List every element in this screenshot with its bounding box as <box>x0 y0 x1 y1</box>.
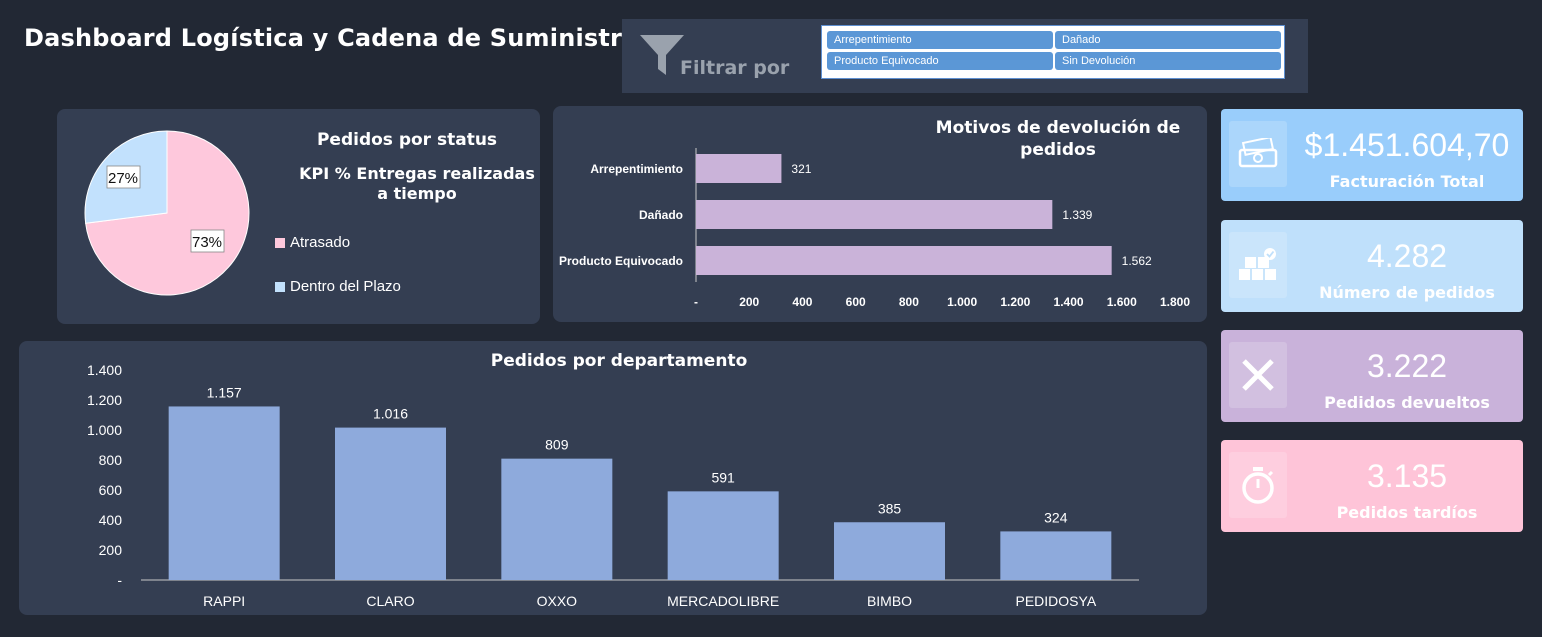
vbar-category-label: PEDIDOSYA <box>1016 593 1097 609</box>
department-bar-chart: - 200 400 600 800 1.000 1.200 1.400 1.157 RAPPI 1.… <box>87 362 1139 609</box>
vbar-category-label: BIMBO <box>867 593 912 609</box>
vbar-tick-label: 1.000 <box>87 422 122 438</box>
vbar-tick-label: 400 <box>99 512 123 528</box>
legend-swatch-atrasado <box>275 237 285 248</box>
page-title: Dashboard Logística y Cadena de Suminist… <box>24 24 639 52</box>
vbar-tick-label: 200 <box>99 542 123 558</box>
hbar-tick-label: 200 <box>739 295 759 309</box>
filter-option-sin-devolucion[interactable]: Sin Devolución <box>1055 52 1281 70</box>
vbar-tick-label: - <box>117 572 122 588</box>
vbar-category-label: RAPPI <box>203 593 245 609</box>
money-icon <box>1229 121 1287 187</box>
filter-option-danado[interactable]: Dañado <box>1055 31 1281 49</box>
status-card-title: Pedidos por status <box>316 130 498 150</box>
vbar-bar <box>335 427 446 580</box>
department-card-title: Pedidos por departamento <box>490 351 748 371</box>
filter-panel: Filtrar por Arrepentimiento Dañado Produ… <box>622 19 1308 93</box>
hbar-tick-label: 1.000 <box>947 295 977 309</box>
hbar-bar <box>696 154 782 183</box>
hbar-category-label: Producto Equivocado <box>559 254 683 268</box>
vbar-category-label: OXXO <box>537 593 578 609</box>
vbar-tick-label: 1.400 <box>87 362 122 378</box>
kpi-card-orders: 4.282 Número de pedidos <box>1221 220 1523 312</box>
pie-chart: 73% 27% <box>84 130 250 296</box>
filter-option-arrepentimiento[interactable]: Arrepentimiento <box>827 31 1053 49</box>
hbar-value-label: 321 <box>791 162 811 176</box>
hbar-bar <box>696 200 1053 229</box>
close-icon <box>1229 342 1287 408</box>
hbar-tick-label: 400 <box>792 295 812 309</box>
vbar-value-label: 1.016 <box>373 406 408 422</box>
hbar-bar <box>696 246 1112 275</box>
boxes-icon <box>1229 232 1287 298</box>
hbar-tick-label: 600 <box>846 295 866 309</box>
pie-label: 73% <box>192 234 222 251</box>
status-card-subtitle-2: a tiempo <box>377 184 457 203</box>
kpi-card-late: 3.135 Pedidos tardíos <box>1221 440 1523 532</box>
vbar-value-label: 385 <box>878 500 902 516</box>
vbar-tick-label: 1.200 <box>87 392 122 408</box>
hbar-category-label: Arrepentimiento <box>590 162 683 176</box>
legend-label-atrasado: Atrasado <box>290 234 351 251</box>
vbar-category-label: CLARO <box>366 593 414 609</box>
hbar-category-label: Dañado <box>639 208 683 222</box>
pie-label: 27% <box>108 170 138 187</box>
hbar-tick-label: 1.200 <box>1000 295 1030 309</box>
hbar-tick-label: 1.400 <box>1054 295 1084 309</box>
hbar-tick-label: 1.800 <box>1160 295 1190 309</box>
filter-option-producto-equivocado[interactable]: Producto Equivocado <box>827 52 1053 70</box>
kpi-value-orders: 4.282 <box>1366 238 1448 274</box>
returns-card: Motivos de devolución de pedidos Arrepen… <box>553 106 1207 322</box>
vbar-bar <box>667 491 779 580</box>
status-card: Pedidos por status KPI % Entregas realiz… <box>57 109 540 324</box>
kpi-card-billing: $1.451.604,70 Facturación Total <box>1221 109 1523 201</box>
kpi-card-returned: 3.222 Pedidos devueltos <box>1221 330 1523 422</box>
filter-label: Filtrar por <box>680 57 790 79</box>
vbar-bar <box>501 458 613 580</box>
vbar-bar <box>834 522 945 580</box>
vbar-bar <box>168 406 280 580</box>
hbar-tick-label: - <box>694 295 698 309</box>
returns-card-title-2: pedidos <box>1020 140 1096 160</box>
kpi-value-billing: $1.451.604,70 <box>1304 127 1510 163</box>
vbar-value-label: 1.157 <box>207 384 242 400</box>
legend-label-dentro-del-plazo: Dentro del Plazo <box>290 278 401 295</box>
kpi-label-orders: Número de pedidos <box>1319 283 1495 302</box>
stopwatch-icon <box>1229 452 1287 518</box>
kpi-label-returned: Pedidos devueltos <box>1324 393 1490 412</box>
hbar-tick-label: 800 <box>899 295 919 309</box>
hbar-value-label: 1.562 <box>1122 254 1152 268</box>
status-card-subtitle-1: KPI % Entregas realizadas <box>299 164 535 183</box>
vbar-tick-label: 800 <box>99 452 123 468</box>
filter-slicer: Arrepentimiento Dañado Producto Equivoca… <box>821 25 1285 79</box>
hbar-value-label: 1.339 <box>1062 208 1092 222</box>
department-card: Pedidos por departamento - 200 400 600 800 1.… <box>19 341 1207 615</box>
kpi-label-late: Pedidos tardíos <box>1336 503 1478 522</box>
legend-dentro-del-plazo: Dentro del Plazo <box>275 278 401 295</box>
vbar-bar <box>1000 531 1112 580</box>
vbar-value-label: 591 <box>711 469 735 485</box>
pie-label-box <box>190 229 225 253</box>
kpi-label-billing: Facturación Total <box>1329 172 1485 191</box>
legend-atrasado: Atrasado <box>275 234 350 251</box>
pie-label-box <box>106 165 141 189</box>
vbar-tick-label: 600 <box>99 482 123 498</box>
kpi-value-returned: 3.222 <box>1366 348 1448 384</box>
kpi-value-late: 3.135 <box>1366 458 1448 494</box>
returns-bar-chart: Arrepentimiento 321 Dañado 1.339 Producto Eq… <box>559 148 1190 309</box>
returns-card-title-1: Motivos de devolución de <box>935 118 1181 138</box>
vbar-value-label: 809 <box>545 437 569 453</box>
legend-swatch-dentro <box>275 281 285 292</box>
funnel-icon <box>640 35 684 75</box>
vbar-value-label: 324 <box>1044 509 1068 525</box>
hbar-tick-label: 1.600 <box>1107 295 1137 309</box>
vbar-category-label: MERCADOLIBRE <box>667 593 779 609</box>
